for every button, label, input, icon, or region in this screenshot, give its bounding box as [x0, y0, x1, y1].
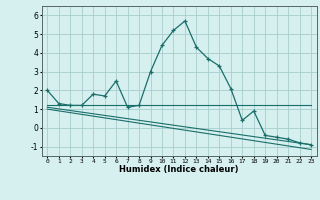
X-axis label: Humidex (Indice chaleur): Humidex (Indice chaleur) [119, 165, 239, 174]
